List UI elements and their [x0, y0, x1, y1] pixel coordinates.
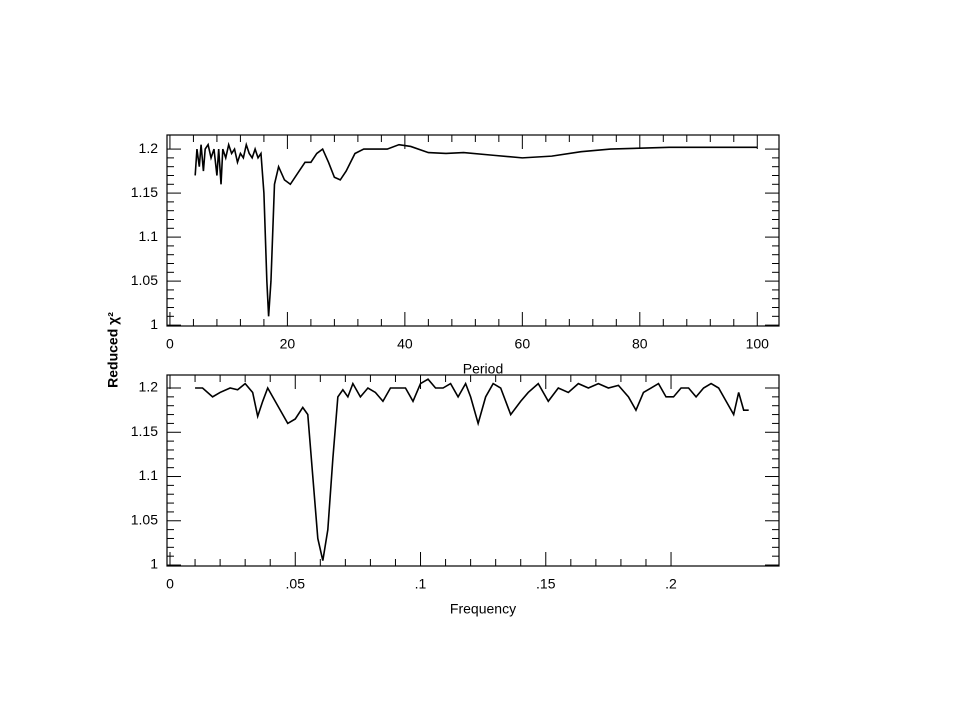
- x-tick-label: .05: [286, 576, 306, 592]
- y-tick-label: 1.2: [139, 140, 159, 156]
- x-axis-label: Frequency: [450, 601, 516, 617]
- data-line: [195, 378, 749, 561]
- y-tick-label: 1: [150, 556, 158, 572]
- y-tick-label: 1.2: [139, 379, 159, 395]
- x-tick-label: 20: [280, 336, 296, 352]
- x-tick-label: .1: [415, 576, 427, 592]
- x-tick-label: 0: [166, 576, 174, 592]
- x-tick-label: 100: [746, 336, 770, 352]
- y-tick-label: 1.1: [139, 467, 159, 483]
- data-line: [194, 141, 758, 317]
- x-tick-label: .15: [536, 576, 556, 592]
- x-axis-label: Period: [463, 361, 503, 377]
- y-axis-label: Reduced χ²: [105, 312, 121, 388]
- x-tick-label: 80: [632, 336, 648, 352]
- y-tick-label: 1.1: [139, 228, 159, 244]
- y-tick-label: 1.05: [131, 272, 158, 288]
- y-tick-label: 1.15: [131, 184, 158, 200]
- y-tick-label: 1.15: [131, 423, 158, 439]
- plot-frame: [166, 374, 780, 567]
- y-tick-label: 1: [150, 316, 158, 332]
- y-tick-label: 1.05: [131, 511, 158, 527]
- x-tick-label: 0: [166, 336, 174, 352]
- x-tick-label: .2: [665, 576, 677, 592]
- x-tick-label: 60: [515, 336, 531, 352]
- x-tick-label: 40: [397, 336, 413, 352]
- plot-frame: [166, 134, 780, 327]
